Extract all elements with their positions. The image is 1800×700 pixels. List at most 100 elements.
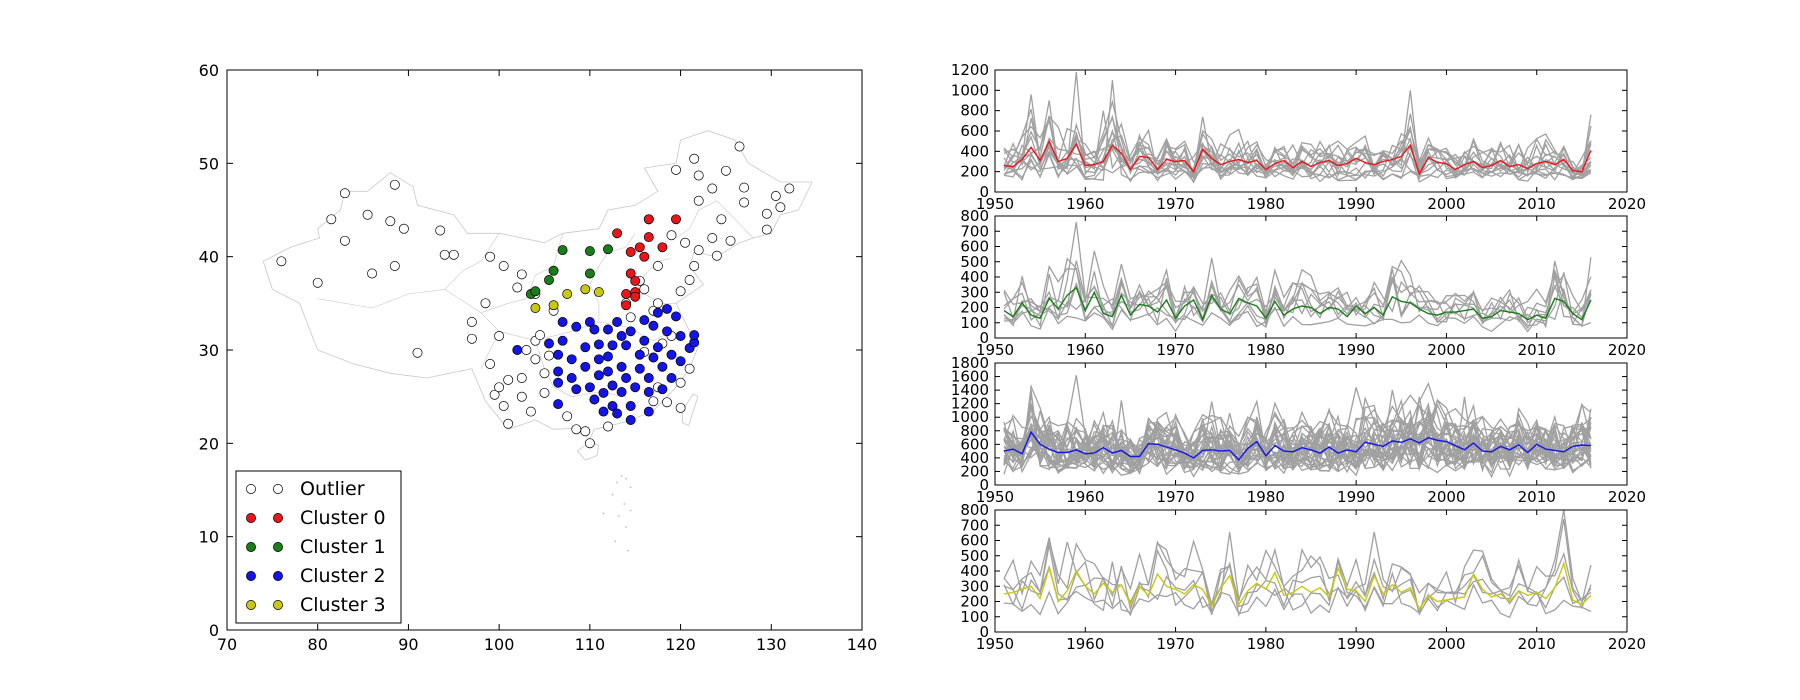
outlier-point (312, 277, 323, 288)
y-tick-label: 1800 (951, 354, 989, 372)
x-tick-label: 130 (756, 635, 787, 654)
outlier-point (693, 195, 704, 206)
cluster-1-point (603, 244, 613, 255)
cluster-2-point (689, 330, 700, 341)
station-series-line (1003, 94, 1592, 178)
y-tick-label: 400 (960, 449, 989, 467)
outlier-point (711, 250, 722, 261)
cluster-0-point (625, 268, 636, 279)
cluster-3-point (530, 303, 541, 313)
cluster-2-point (603, 351, 613, 362)
y-tick-label: 0 (979, 329, 989, 347)
cluster-2-point (643, 373, 654, 383)
cluster-1-point (557, 245, 568, 256)
x-tick-label: 2010 (1518, 341, 1556, 359)
station-series-line (1003, 399, 1592, 467)
outlier-point (535, 330, 545, 341)
outlier-point (652, 261, 663, 271)
y-tick-label: 300 (960, 577, 989, 595)
station-series-line (1003, 396, 1592, 472)
x-tick-label: 1960 (1066, 488, 1104, 506)
cluster-2-point (571, 384, 582, 395)
y-tick-label: 40 (199, 248, 219, 267)
outlier-point (525, 406, 536, 417)
station-series-line (1003, 276, 1592, 329)
station-series-line (1003, 509, 1592, 616)
outlier-point (675, 402, 686, 413)
cluster-2-point (657, 361, 668, 372)
time-series-cluster-3: 1950 1960 1970 1980 1990 2000 2010 2020 01002003… (960, 501, 1646, 653)
y-tick-label: 1000 (951, 81, 989, 99)
cluster-0-point (639, 251, 650, 262)
cluster-2-point (598, 387, 609, 398)
cluster-2-point (662, 303, 672, 314)
cluster-0-point (630, 275, 641, 286)
cluster-2-point (639, 335, 650, 346)
province-border (675, 200, 754, 239)
cluster-2-point (652, 342, 663, 353)
y-tick-label: 400 (960, 268, 989, 286)
legend-marker (246, 600, 256, 610)
island (629, 509, 632, 512)
x-tick-label: 1980 (1247, 635, 1285, 653)
outlier-point (639, 284, 650, 295)
taiwan-outline (682, 393, 699, 427)
outlier-point (671, 164, 681, 175)
x-tick-label: 2000 (1427, 635, 1465, 653)
legend-marker (246, 542, 256, 552)
y-tick-label: 0 (979, 476, 989, 494)
outlier-point (689, 261, 700, 271)
outlier-point (544, 350, 554, 361)
y-tick-label: 1000 (951, 408, 989, 426)
x-tick-label: 1990 (1337, 195, 1375, 213)
cluster-2-point (648, 352, 659, 363)
y-tick-label: 400 (960, 142, 989, 160)
legend-label: Cluster 0 (300, 507, 386, 529)
cluster-2-point (580, 342, 591, 353)
cluster-3-point (548, 300, 559, 311)
y-tick-label: 800 (960, 501, 989, 519)
outlier-point (326, 214, 337, 225)
island (623, 503, 626, 505)
cluster-map-panel: 70 80 90 100 110 120 130 140 0 10 20 30 40 50 60 Outli… (199, 61, 878, 654)
island (629, 486, 632, 489)
y-tick-label: 400 (960, 562, 989, 580)
outlier-point (662, 397, 672, 408)
outlier-point (580, 426, 591, 437)
outlier-point (761, 224, 772, 235)
x-tick-label: 2000 (1427, 488, 1465, 506)
island (625, 477, 628, 480)
station-series-line (1003, 403, 1592, 475)
outlier-point (693, 245, 704, 256)
cluster-2-point (639, 315, 650, 326)
station-series-line (1003, 421, 1592, 473)
x-tick-label: 2010 (1518, 635, 1556, 653)
x-tick-label: 1960 (1066, 341, 1104, 359)
outlier-point (603, 421, 613, 432)
cluster-0-point (612, 228, 623, 239)
outlier-point (584, 438, 595, 449)
cluster-2-point (657, 384, 668, 395)
station-points (276, 141, 795, 449)
cluster-2-point (566, 373, 577, 383)
x-tick-label: 80 (308, 635, 328, 654)
station-series-line (1003, 401, 1592, 470)
cluster-2-point (589, 324, 600, 335)
cluster-2-point (666, 373, 677, 383)
y-tick-label: 1400 (951, 381, 989, 399)
x-tick-label: 70 (217, 635, 237, 654)
plot-frame (994, 362, 1628, 486)
cluster-2-point (607, 401, 618, 411)
outlier-point (648, 396, 659, 407)
x-tick-label: 2010 (1518, 488, 1556, 506)
cluster-2-point (593, 370, 604, 381)
cluster-2-point (593, 339, 604, 350)
outlier-point (516, 373, 527, 383)
cluster-2-point (666, 349, 677, 360)
station-series-line (1003, 117, 1592, 176)
outlier-point (466, 333, 477, 344)
y-tick-label: 600 (960, 532, 989, 550)
x-tick-label: 1990 (1337, 488, 1375, 506)
outlier-point (516, 269, 527, 280)
